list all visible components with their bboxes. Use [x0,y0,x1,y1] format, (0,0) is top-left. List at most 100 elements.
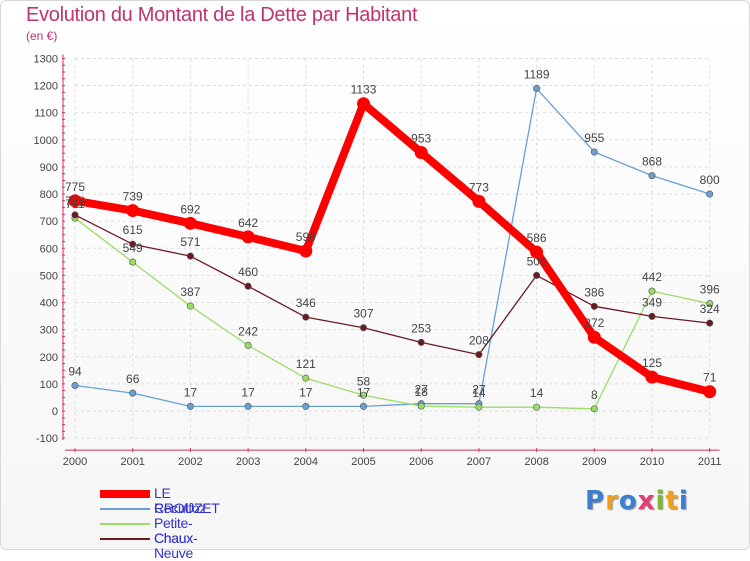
data-label: 66 [126,372,140,386]
data-label: 549 [123,241,143,255]
legend-label: Chaux-Neuve [154,530,198,561]
data-label: 94 [68,365,82,379]
data-label: 253 [411,321,431,335]
data-label: 346 [296,296,316,310]
data-point [241,230,255,244]
data-label: 14 [472,386,486,400]
series-layer [68,85,717,413]
chart-subtitle: (en €) [26,29,58,43]
data-label: 460 [238,265,258,279]
x-tick-label: 2005 [351,456,375,468]
y-tick-label: -100 [36,433,58,445]
data-point [472,194,486,208]
data-point [186,402,194,410]
legend-swatch [100,538,150,540]
x-tick-label: 2004 [294,456,318,468]
data-label: 642 [238,216,258,230]
data-label: 775 [65,180,85,194]
data-label: 71 [703,371,717,385]
data-label: 27 [472,383,486,397]
data-point [414,146,428,160]
data-point [533,403,541,411]
data-label: 739 [123,190,143,204]
data-point [703,385,717,399]
data-point [417,402,425,410]
data-point [186,302,194,310]
data-label: 27 [415,383,429,397]
legend-label: LE CROUZET [154,485,220,516]
data-label: 500 [527,254,547,268]
logo-letter: i [678,486,689,516]
data-label: 955 [584,131,604,145]
data-point [357,97,370,111]
grid-layer [74,57,711,439]
data-label: 800 [700,173,720,187]
data-label: 386 [584,285,604,299]
data-point [648,287,656,295]
data-label: 349 [642,295,662,309]
x-tick-label: 2010 [640,456,664,468]
y-tick-label: 1300 [34,53,58,65]
data-point [645,370,659,384]
data-point [417,338,425,346]
data-point [530,245,544,259]
data-point [590,148,598,156]
data-label: 272 [584,316,604,330]
data-label: 442 [642,270,662,284]
y-tick-label: 700 [40,216,58,228]
axis-layer: -100 0 100 200 300 400 500 600 700 800 900 1000 1100… [34,53,722,468]
data-label: 17 [184,385,198,399]
data-point [359,402,367,410]
data-point [126,204,140,218]
x-tick-label: 2003 [236,456,260,468]
y-tick-label: 200 [40,352,58,364]
x-tick-label: 2006 [409,456,433,468]
y-tick-label: 300 [40,325,58,337]
data-label: 711 [65,197,84,211]
data-point [302,313,310,321]
legend-label: Petite-Chaux [154,515,193,546]
data-label: 8 [591,388,598,402]
data-point [706,190,714,198]
x-tick-label: 2008 [524,456,548,468]
data-point [533,271,541,279]
data-point [186,252,194,260]
proxiti-logo: Proxiti [585,486,689,516]
data-point [590,302,598,310]
y-tick-label: 900 [40,162,58,174]
data-label: 17 [241,385,255,399]
data-label: 307 [353,307,373,321]
data-point [475,351,483,359]
data-point [71,211,79,219]
y-tick-label: 1100 [34,108,58,120]
data-label: 1189 [524,68,550,82]
x-tick-label: 2002 [178,456,202,468]
logo-letter: t [665,486,679,516]
data-point [533,85,541,93]
data-point [129,389,137,397]
legend-label: Reculfoz [154,500,207,516]
data-label: 208 [469,334,489,348]
data-point [706,319,714,327]
logo-letter: x [637,486,656,516]
data-label: 58 [357,374,371,388]
data-label: 773 [469,180,489,194]
data-point [475,403,483,411]
data-label: 18 [415,385,429,399]
data-point [648,312,656,320]
data-label: 125 [642,356,662,370]
x-tick-label: 2001 [120,456,144,468]
legend-swatch [100,523,150,525]
x-tick-label: 2007 [467,456,491,468]
series-line-3 [74,214,711,356]
data-point [183,216,197,230]
logo-letter: i [655,486,666,516]
data-point [244,402,252,410]
data-label: 121 [296,357,316,371]
data-point [299,244,313,258]
y-tick-label: 500 [40,270,58,282]
data-label: 615 [123,223,143,237]
y-tick-label: 0 [52,406,58,418]
data-point [129,240,137,248]
data-label: 17 [299,385,313,399]
